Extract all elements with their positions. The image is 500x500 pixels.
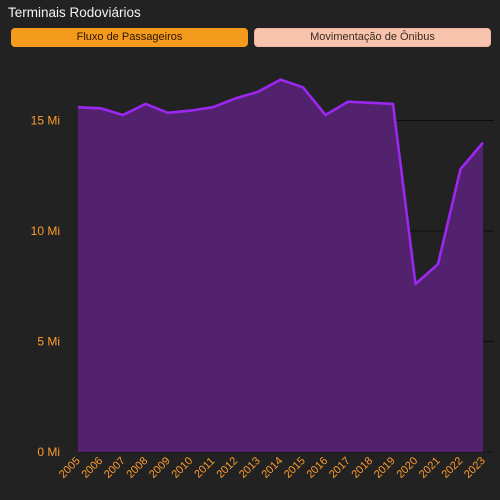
x-tick-label: 2006 bbox=[79, 455, 105, 481]
page-title: Terminais Rodoviários bbox=[8, 5, 141, 20]
x-tick-label: 2013 bbox=[237, 455, 263, 481]
x-tick-label: 2008 bbox=[124, 455, 150, 481]
x-tick-label: 2012 bbox=[214, 455, 240, 481]
x-tick-label: 2022 bbox=[439, 455, 465, 481]
area-fill bbox=[78, 79, 483, 452]
series-line bbox=[77, 78, 484, 286]
y-tick-label: 0 Mi bbox=[37, 445, 60, 459]
x-tick-label: 2023 bbox=[462, 455, 488, 481]
x-tick-label: 2009 bbox=[147, 455, 173, 481]
tab-fluxo-de-passageiros[interactable]: Fluxo de Passageiros bbox=[11, 28, 248, 47]
x-tick-label: 2010 bbox=[169, 455, 195, 481]
x-tick-label: 2007 bbox=[102, 455, 128, 481]
y-axis-ticks: 0 Mi 5 Mi 10 Mi 15 Mi bbox=[31, 114, 60, 460]
x-tick-label: 2015 bbox=[282, 455, 308, 481]
x-tick-label: 2016 bbox=[304, 455, 330, 481]
tab-movimentacao-de-onibus[interactable]: Movimentação de Ônibus bbox=[254, 28, 491, 47]
x-axis-ticks: 2005200620072008200920102011201220132014… bbox=[57, 455, 488, 481]
x-tick-label: 2011 bbox=[192, 455, 217, 480]
x-tick-label: 2021 bbox=[417, 455, 443, 481]
y-tick-label: 5 Mi bbox=[37, 335, 60, 349]
y-tick-label: 15 Mi bbox=[31, 114, 60, 128]
x-tick-label: 2017 bbox=[327, 455, 353, 481]
x-tick-label: 2005 bbox=[57, 455, 83, 481]
x-tick-label: 2018 bbox=[349, 455, 375, 481]
x-tick-label: 2020 bbox=[394, 455, 420, 481]
x-tick-label: 2019 bbox=[372, 455, 398, 481]
x-tick-label: 2014 bbox=[259, 455, 285, 481]
y-tick-label: 10 Mi bbox=[31, 224, 60, 238]
